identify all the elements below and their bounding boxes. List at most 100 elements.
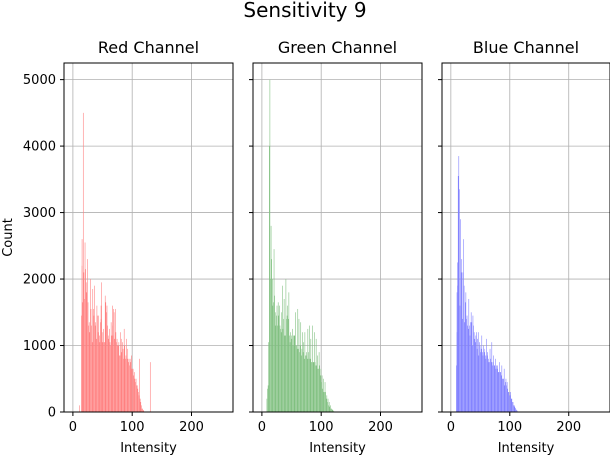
ylabel: Count <box>1 218 16 257</box>
panel-3-bar <box>460 219 461 412</box>
panel-2-bar <box>301 355 302 412</box>
panel-1-bar <box>118 342 120 412</box>
panel-2-bar <box>290 335 292 412</box>
panel-3-bar <box>489 362 490 412</box>
panel-1-bar <box>81 315 82 412</box>
panel-3-bar <box>482 355 484 412</box>
panel-3-bar <box>476 348 478 412</box>
panel-1-bar <box>88 322 90 412</box>
panel-2-bar <box>269 146 270 412</box>
panel-3-bar <box>463 285 465 412</box>
panel-3-bar <box>507 388 509 412</box>
panel-1-bar <box>82 302 83 412</box>
panel-1-bar <box>141 408 143 412</box>
panel-2-bar <box>287 318 289 412</box>
panel-2-xtick-label: 200 <box>368 420 393 435</box>
panel-1-bar <box>104 295 106 412</box>
panel-1-bar <box>128 358 130 412</box>
panel-3-xtick-label: 200 <box>556 420 581 435</box>
panel-3-bar <box>489 348 491 412</box>
panel-2-bar <box>274 312 276 412</box>
panel-3-bar <box>509 395 511 412</box>
panel-3-bar <box>457 262 458 412</box>
panel-3-bar <box>506 382 508 412</box>
panel-2-bar <box>321 375 323 412</box>
panel-3-bar <box>468 298 470 412</box>
panel-2-bar <box>298 318 300 412</box>
panel-1-bar <box>102 332 104 412</box>
panel-1-bar <box>131 368 133 412</box>
panel-3-bar <box>501 365 503 412</box>
panel-1-bar <box>95 322 97 412</box>
panel-3-bar <box>461 259 463 412</box>
panel-2-bar <box>328 402 330 412</box>
panel-1-bar <box>84 298 85 412</box>
panel-3-bar <box>498 372 499 412</box>
panel-2-bar <box>281 312 283 412</box>
panel-3-bar <box>492 365 493 412</box>
panel-2-bar <box>331 408 332 412</box>
panel-1-bar <box>85 269 86 412</box>
panel-3-bar <box>484 352 486 412</box>
panel-2-xlabel: Intensity <box>309 441 366 455</box>
panel-2-bar <box>312 362 314 412</box>
panel-1-bar <box>140 402 142 412</box>
panel-1-bar <box>96 338 97 412</box>
panel-3-bar <box>459 189 460 412</box>
panel-2-bar <box>303 342 304 412</box>
panel-2-bar <box>330 405 331 412</box>
panel-1-bar <box>142 408 143 412</box>
panel-3-bar <box>466 318 467 412</box>
panel-3-bar <box>500 372 501 412</box>
panel-1-bar <box>104 342 105 412</box>
panel-3-bar <box>495 358 496 412</box>
panel-3-bar <box>487 358 489 412</box>
panel-1-bar <box>105 302 107 412</box>
panel-2-bar <box>284 335 286 412</box>
panel-1-bar <box>123 358 124 412</box>
figure-title: Sensitivity 9 <box>243 0 366 22</box>
panel-2-bar <box>323 392 325 412</box>
panel-1-bar <box>86 282 88 412</box>
panel-1-xtick-label: 0 <box>69 420 77 435</box>
panel-2-bar <box>291 338 293 412</box>
panel-1-bar <box>82 112 84 412</box>
panel-2-bar <box>294 335 296 412</box>
panel-1-bar <box>92 289 94 412</box>
panel-3-bar <box>470 312 472 412</box>
panel-2-bar <box>283 318 284 412</box>
panel-2-bar <box>272 305 274 412</box>
panel-2-bar <box>273 302 274 412</box>
panel-1-bar <box>134 378 136 412</box>
panel-1-bar <box>123 328 125 412</box>
panel-1-bar <box>103 328 104 412</box>
panel-1-bar <box>106 312 107 412</box>
panel-2-bar <box>306 352 307 412</box>
panel-2-bar <box>283 298 285 412</box>
panel-1-bar <box>98 335 100 412</box>
panel-1-bar <box>126 338 127 412</box>
panel-3-bar <box>509 395 510 412</box>
panel-1-bar <box>117 345 119 412</box>
panel-3-bar <box>474 338 475 412</box>
panel-1-ytick-label: 4000 <box>23 140 56 155</box>
panel-1-ytick-label: 5000 <box>23 73 56 88</box>
panel-3-bar <box>475 342 476 412</box>
panel-2-bar <box>288 292 290 412</box>
panel-1-bar <box>136 385 137 412</box>
panel-2-bar <box>316 365 318 412</box>
panel-2-bar <box>299 352 300 412</box>
panel-3-bar <box>482 352 483 412</box>
panel-2-bar <box>302 332 303 412</box>
panel-2-bar <box>331 409 333 412</box>
panel-3-bar <box>473 325 474 412</box>
panel-1-bar <box>139 358 140 412</box>
panel-1-bar <box>124 345 126 412</box>
panel-2-bar <box>276 305 278 412</box>
panel-3-bar <box>493 355 494 412</box>
panel-1-bar <box>127 348 129 412</box>
panel-2-bar <box>268 342 269 412</box>
panel-3-xtick-label: 100 <box>497 420 522 435</box>
panel-3-bar <box>512 402 513 412</box>
panel-2-xtick-label: 100 <box>309 420 334 435</box>
